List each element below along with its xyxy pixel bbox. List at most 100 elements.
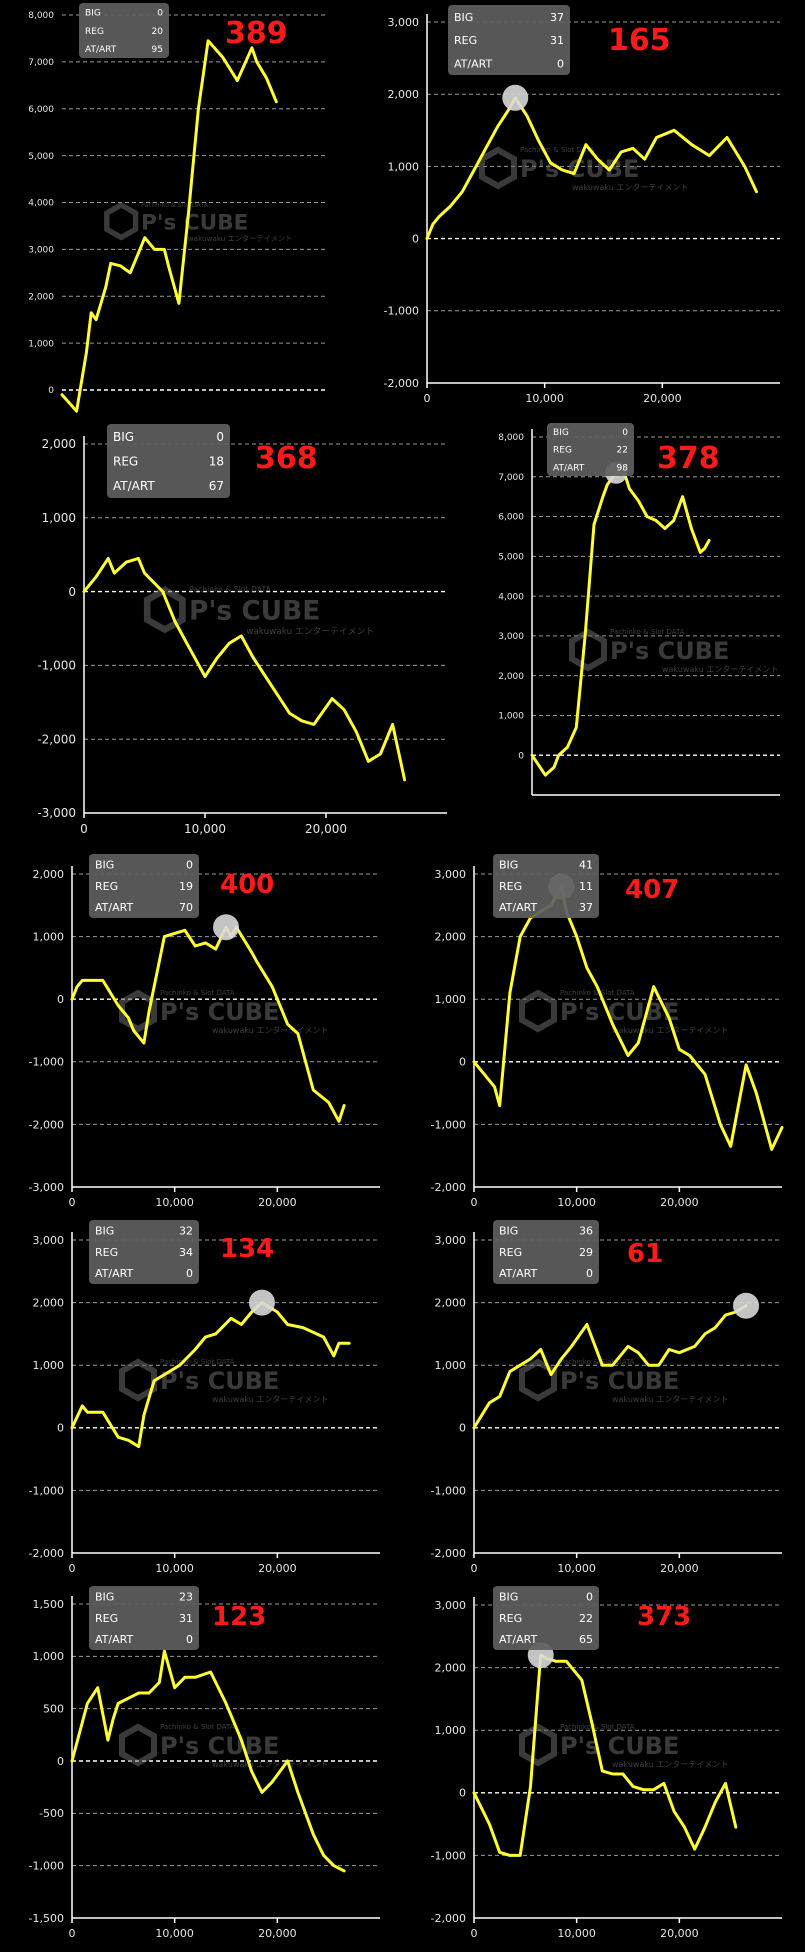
data-point: [137, 1445, 140, 1448]
data-point: [187, 210, 190, 214]
data-point: [678, 1351, 681, 1354]
data-point: [498, 1395, 501, 1398]
data-point: [137, 557, 140, 560]
data-point: [204, 1335, 207, 1339]
data-point: [94, 575, 98, 578]
cube-logo-icon: [104, 201, 139, 241]
data-point: [544, 773, 547, 777]
x-tick-label: 10,000: [557, 1196, 596, 1209]
data-point: [690, 527, 693, 530]
y-tick-label: -1,000: [384, 305, 419, 318]
count-label: 373: [637, 1602, 691, 1632]
stats-label: BIG: [499, 859, 518, 872]
data-point: [70, 1759, 74, 1763]
data-point: [250, 951, 253, 954]
data-point: [719, 1123, 722, 1126]
stats-value: 37: [550, 11, 564, 24]
stats-label: BIG: [95, 859, 114, 872]
data-point: [403, 778, 406, 781]
data-point: [519, 935, 522, 938]
data-point: [519, 1854, 522, 1857]
stats-box-bg: [493, 1220, 599, 1284]
y-tick-label: -2,000: [37, 732, 76, 746]
stats-box: BIG 0 REG 19 AT/ART 70: [89, 854, 199, 918]
data-point: [260, 1791, 264, 1794]
chart-panel-4: 0 1,000 2,000 3,000 4,000 5,000 6,000 7,000 8,00…: [498, 423, 780, 796]
data-point: [554, 1660, 558, 1663]
stats-value: 29: [579, 1246, 593, 1259]
stats-label: AT/ART: [454, 58, 492, 71]
watermark-brand: P's CUBE: [189, 596, 320, 627]
data-point: [519, 1364, 522, 1367]
data-point: [153, 248, 156, 251]
stats-value: 11: [579, 880, 593, 893]
y-tick-label: 0: [459, 1787, 466, 1800]
data-point: [425, 237, 429, 240]
data-point: [484, 147, 487, 150]
chart-panel-9: -1,500 -1,000 -500 0 500 1,000 1,500 0 10,000 20,…: [29, 1586, 380, 1940]
data-point: [498, 1104, 501, 1107]
data-line: [425, 96, 758, 241]
x-tick-label: 0: [69, 1562, 76, 1575]
data-point: [163, 935, 166, 938]
data-point: [342, 708, 346, 711]
data-point: [117, 1004, 120, 1007]
stats-value: 36: [579, 1225, 593, 1238]
y-tick-label: 0: [459, 1422, 466, 1435]
chart-panel-10: -2,000 -1,000 0 1,000 2,000 3,000 0 10,000 20,00…: [431, 1586, 782, 1940]
data-point: [147, 1010, 151, 1013]
stats-value: 34: [179, 1246, 193, 1259]
cube-logo-icon: [479, 146, 517, 190]
y-tick-label: 0: [57, 1755, 64, 1768]
data-point: [240, 1738, 243, 1742]
data-point: [780, 1126, 784, 1129]
data-point: [117, 1436, 120, 1439]
data-point: [596, 158, 599, 161]
watermark-sub: wakuwaku エンターテイメント: [212, 1395, 328, 1404]
watermark-brand: P's CUBE: [560, 1732, 679, 1760]
x-tick-label: 10,000: [525, 392, 564, 405]
stats-value: 0: [186, 1267, 193, 1280]
data-point: [530, 754, 534, 757]
data-point: [163, 1373, 166, 1376]
stats-value: 20: [152, 27, 164, 37]
stats-value: 98: [617, 463, 629, 473]
data-point: [690, 143, 693, 146]
data-point: [214, 947, 217, 951]
y-tick-label: 1,000: [33, 930, 65, 943]
x-tick-label: 0: [69, 1927, 76, 1940]
data-point: [628, 487, 631, 490]
watermark-brand: P's CUBE: [160, 1367, 279, 1395]
stats-label: BIG: [113, 430, 134, 444]
data-point: [601, 1769, 604, 1773]
x-tick-label: 20,000: [660, 1196, 699, 1209]
data-point: [109, 262, 112, 265]
data-point: [185, 642, 188, 645]
y-tick-label: 8,000: [28, 11, 54, 21]
watermark-tagline: Pachinko & Slot DATA: [560, 1358, 635, 1366]
y-tick-label: 6,000: [498, 513, 524, 523]
data-point: [529, 1357, 532, 1361]
data-point: [552, 766, 556, 769]
data-point: [647, 1364, 650, 1367]
x-tick-label: 0: [471, 1927, 478, 1940]
data-point: [194, 1676, 197, 1679]
x-tick-label: 20,000: [258, 1562, 297, 1575]
data-point: [86, 1411, 89, 1414]
data-point: [252, 656, 255, 660]
y-tick-label: 3,000: [435, 868, 467, 881]
data-point: [147, 1691, 151, 1695]
data-point: [449, 204, 452, 208]
data-point: [743, 165, 746, 168]
stats-box-bg: [448, 5, 570, 75]
data-point: [626, 1054, 630, 1057]
stats-label: AT/ART: [499, 1267, 537, 1280]
y-tick-label: -1,000: [431, 1118, 466, 1131]
data-point: [106, 1738, 110, 1742]
watermark-sub: wakuwaku エンターテイメント: [212, 1026, 328, 1035]
y-tick-label: -2,000: [431, 1547, 466, 1560]
stats-box: BIG 41 REG 11 AT/ART 37: [493, 854, 599, 918]
stats-box: BIG 0 REG 22 AT/ART 98: [547, 423, 634, 476]
